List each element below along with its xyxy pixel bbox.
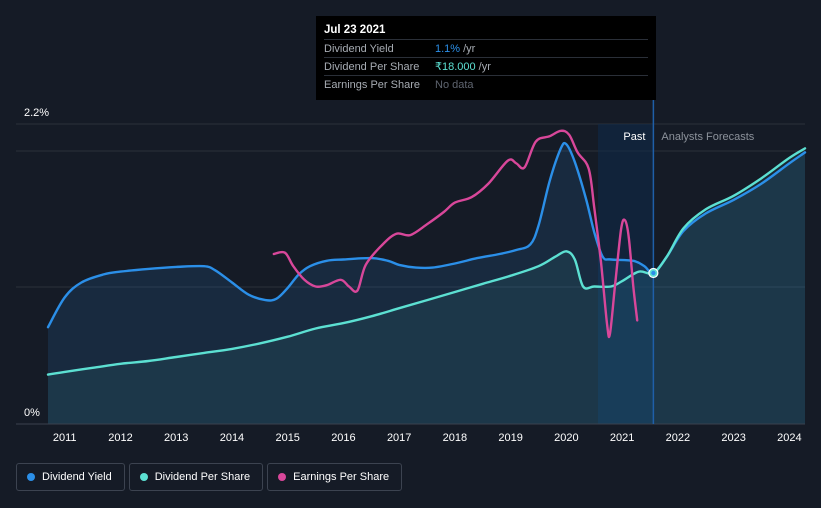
tooltip-markers: [648, 267, 659, 279]
past-label: Past: [623, 131, 645, 143]
x-tick-label: 2015: [275, 432, 299, 444]
x-tick-label: 2013: [164, 432, 188, 444]
analysts-forecasts-label: Analysts Forecasts: [661, 131, 754, 143]
x-axis-ticks: 2011 2012 2013 2014 2015 2016 2017 2018 2019 2020…: [53, 432, 802, 444]
tooltip-unit: /yr: [463, 42, 476, 55]
area-dividend-per-share: [48, 148, 805, 424]
line-dividend-per-share: [46, 147, 807, 376]
series-lines: [46, 129, 807, 376]
tooltip-row-dividend-per-share: Dividend Per Share ₹18.000 /yr: [324, 57, 648, 75]
x-tick-label: 2023: [721, 432, 745, 444]
tooltip-value: No data: [435, 78, 474, 91]
area-dividend-yield: [48, 143, 805, 424]
tooltip-unit: /yr: [478, 60, 491, 73]
y-axis-label-max: 2.2%: [24, 107, 49, 119]
legend-dot-icon: [278, 473, 287, 481]
legend: Dividend Yield Dividend Per Share Earnin…: [16, 463, 403, 491]
legend-label: Earnings Per Share: [293, 471, 390, 483]
line-earnings-per-share: [272, 129, 639, 339]
tooltip-value: 1.1%: [435, 42, 461, 55]
tooltip-label: Dividend Yield: [324, 42, 394, 55]
y-axis-label-min: 0%: [24, 407, 40, 419]
tooltip-row-dividend-yield: Dividend Yield 1.1% /yr: [324, 39, 648, 57]
x-tick-label: 2020: [554, 432, 578, 444]
legend-dividend-per-share[interactable]: Dividend Per Share: [128, 463, 264, 491]
legend-label: Dividend Yield: [42, 471, 112, 483]
legend-earnings-per-share[interactable]: Earnings Per Share: [267, 463, 403, 491]
x-tick-label: 2012: [108, 432, 132, 444]
tooltip-label: Earnings Per Share: [324, 78, 420, 91]
tooltip-row-earnings-per-share: Earnings Per Share No data: [324, 75, 648, 93]
tooltip: Jul 23 2021 Dividend Yield 1.1% /yr Divi…: [316, 16, 656, 100]
x-tick-label: 2021: [610, 432, 634, 444]
line-dividend-yield: [46, 141, 807, 329]
x-tick-label: 2016: [331, 432, 355, 444]
legend-dot-icon: [27, 473, 35, 481]
x-tick-label: 2018: [443, 432, 467, 444]
x-tick-label: 2024: [777, 432, 801, 444]
x-tick-label: 2017: [387, 432, 411, 444]
tooltip-value: ₹18.000: [435, 61, 476, 73]
legend-label: Dividend Per Share: [154, 471, 251, 483]
x-tick-label: 2022: [666, 432, 690, 444]
marker-dividend-yield: [651, 270, 656, 276]
past-region-band: [598, 124, 654, 424]
series-areas: [48, 143, 805, 424]
legend-dot-icon: [139, 473, 148, 481]
grid-lines: [16, 123, 805, 288]
x-tick-label: 2011: [53, 432, 77, 444]
tooltip-label: Dividend Per Share: [324, 60, 420, 73]
x-tick-label: 2014: [220, 432, 244, 444]
x-tick-label: 2019: [498, 432, 522, 444]
legend-dividend-yield[interactable]: Dividend Yield: [16, 463, 125, 491]
tooltip-date: Jul 23 2021: [324, 24, 386, 36]
